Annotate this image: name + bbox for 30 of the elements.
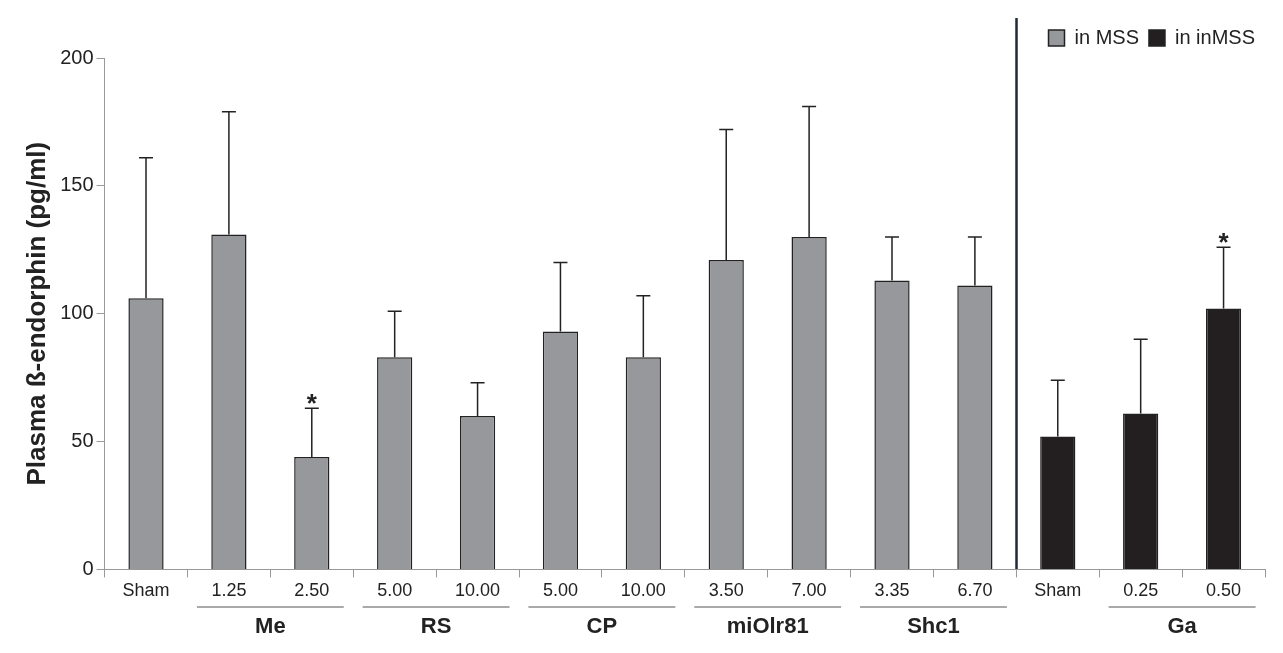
x-tick-label: Sham: [1034, 580, 1082, 601]
text: CP: [586, 613, 618, 638]
x-tick-label: 0.50: [1206, 580, 1242, 601]
y-tick-label: 50: [71, 429, 94, 452]
x-tick-label: 3.50: [708, 580, 744, 601]
y-tick-label: 100: [60, 301, 94, 324]
x-tick-label: 5.00: [377, 580, 413, 601]
x-tick-label: 10.00: [620, 580, 666, 601]
x-tick-label: 7.00: [791, 580, 827, 601]
text: Ga: [1167, 613, 1198, 638]
text: Shc1: [907, 613, 960, 638]
text: miOlr81: [726, 613, 809, 638]
x-tick-label: 2.50: [294, 580, 330, 601]
y-axis-title: Plasma ß-endorphin (pg/ml): [20, 141, 51, 486]
x-tick-label: Sham: [122, 580, 170, 601]
x-tick-label: 5.00: [542, 580, 578, 601]
legend-label: in inMSS: [1174, 25, 1255, 48]
annotation: *: [306, 388, 318, 419]
text: RS: [420, 613, 452, 638]
text: Me: [255, 613, 286, 638]
legend-label: in MSS: [1074, 25, 1139, 48]
y-tick-label: 0: [82, 556, 94, 579]
x-tick-label: 0.25: [1123, 580, 1159, 601]
x-tick-label: 1.25: [211, 580, 247, 601]
x-tick-label: 6.70: [957, 580, 993, 601]
x-tick-label: 10.00: [455, 580, 501, 601]
y-tick-label: 200: [60, 45, 94, 68]
y-tick-label: 150: [60, 173, 94, 196]
x-tick-label: 3.35: [874, 580, 910, 601]
annotation: *: [1218, 227, 1230, 258]
